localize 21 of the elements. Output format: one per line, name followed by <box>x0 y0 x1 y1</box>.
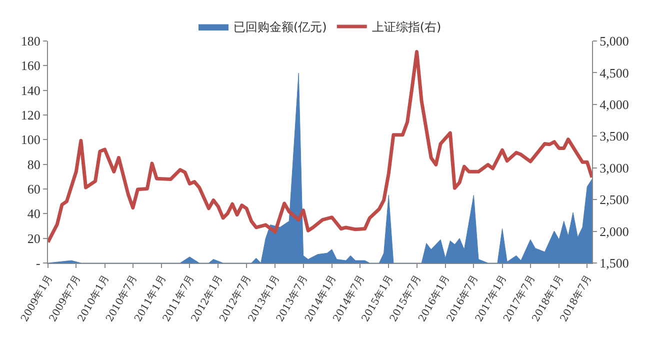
y2-tick-label: 3,000 <box>600 160 629 176</box>
y2-tick-label: 4,000 <box>600 96 629 112</box>
y-tick-label: 100 <box>20 132 40 148</box>
y-tick-label: 120 <box>20 108 40 123</box>
y2-tick-label: 5,000 <box>600 34 629 49</box>
y-tick-label: - <box>36 256 40 271</box>
y-tick-label: 60 <box>27 182 40 197</box>
y-tick-label: 140 <box>20 82 40 98</box>
y-tick-label: 40 <box>27 206 40 222</box>
y2-tick-label: 2,000 <box>600 224 629 239</box>
line-series <box>48 50 592 244</box>
y2-tick-label: 4,500 <box>600 65 629 80</box>
y2-tick-label: 3,500 <box>600 128 629 144</box>
y-tick-label: 160 <box>20 58 40 74</box>
y2-tick-label: 2,500 <box>600 192 629 208</box>
legend-label: 上证综指(右) <box>372 20 442 34</box>
y-tick-label: 180 <box>20 34 40 49</box>
y-tick-label: 20 <box>27 230 40 246</box>
y2-tick-label: 1,500 <box>600 256 629 271</box>
y-tick-label: 80 <box>27 156 40 172</box>
legend-label: 已回购金额(亿元) <box>234 20 327 34</box>
